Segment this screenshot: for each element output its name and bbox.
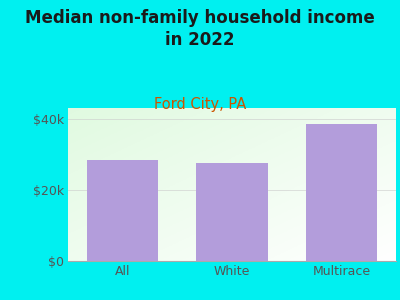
Text: Median non-family household income
in 2022: Median non-family household income in 20… — [25, 9, 375, 49]
Bar — [306, 124, 377, 261]
Bar — [196, 163, 268, 261]
Bar — [87, 160, 158, 261]
Text: Ford City, PA: Ford City, PA — [154, 98, 246, 112]
